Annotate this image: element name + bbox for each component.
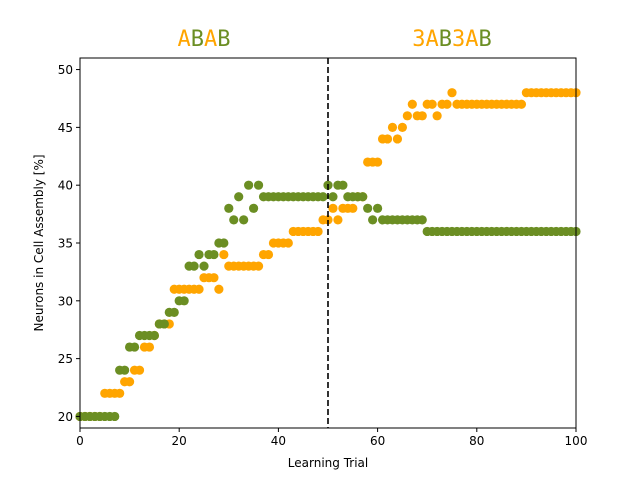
- data-point-series-1: [323, 215, 333, 225]
- data-point-series-1: [253, 261, 264, 271]
- data-point-series-1: [134, 365, 145, 375]
- data-point-series-1: [115, 388, 125, 398]
- sequence-title-part: B: [439, 27, 452, 52]
- data-point-series-1: [219, 249, 229, 260]
- data-point-series-1: [402, 111, 412, 121]
- data-point-series-1: [397, 122, 407, 132]
- data-point-series-2: [417, 215, 427, 225]
- sequence-title-part: 3A: [412, 27, 439, 52]
- y-axis: 20 25 30 35 40 45 50: [58, 63, 80, 424]
- data-point-series-2: [219, 238, 229, 248]
- data-point-series-1: [209, 273, 219, 283]
- data-point-series-1: [263, 249, 274, 260]
- data-point-series-2: [249, 203, 259, 213]
- data-point-series-1: [373, 157, 383, 167]
- data-point-series-2: [239, 215, 249, 225]
- y-tick-label: 25: [58, 352, 73, 366]
- data-point-series-2: [244, 180, 254, 190]
- y-tick-label: 45: [58, 121, 73, 135]
- data-point-series-1: [387, 122, 398, 132]
- data-point-series-1: [417, 111, 427, 121]
- data-point-series-2: [368, 215, 378, 225]
- sequence-title-part: A: [204, 27, 217, 52]
- data-point-series-2: [358, 192, 368, 202]
- data-point-series-1: [407, 99, 417, 109]
- x-axis: 0 20 40 60 80 100: [76, 428, 587, 448]
- data-point-series-1: [125, 377, 135, 387]
- y-tick-label: 35: [58, 237, 73, 251]
- data-point-series-1: [214, 284, 224, 294]
- data-point-series-2: [224, 203, 234, 213]
- data-point-series-2: [199, 261, 209, 271]
- data-point-series-1: [283, 238, 293, 248]
- data-point-series-2: [129, 342, 140, 352]
- data-point-series-2: [363, 203, 373, 213]
- sequence-title-part: 3A: [452, 27, 479, 52]
- data-point-series-1: [333, 215, 343, 225]
- y-tick-label: 20: [58, 410, 73, 424]
- data-point-series-2: [338, 180, 348, 190]
- y-tick-label: 30: [58, 294, 73, 308]
- data-point-series-1: [328, 203, 338, 213]
- y-tick-label: 50: [58, 63, 73, 77]
- data-point-series-2: [110, 411, 120, 422]
- data-point-series-1: [427, 99, 437, 109]
- x-tick-label: 100: [565, 434, 588, 448]
- data-point-series-1: [447, 88, 457, 98]
- data-point-series-2: [253, 180, 264, 190]
- data-point-series-2: [189, 261, 199, 271]
- data-point-series-2: [159, 319, 169, 329]
- data-point-series-2: [169, 307, 179, 317]
- sequence-title-part: B: [191, 27, 204, 52]
- x-tick-label: 0: [76, 434, 84, 448]
- data-point-series-2: [229, 215, 239, 225]
- data-point-series-1: [432, 111, 442, 121]
- data-point-series-2: [318, 192, 328, 202]
- x-tick-label: 20: [172, 434, 187, 448]
- data-point-series-1: [194, 284, 204, 294]
- x-axis-label: Learning Trial: [288, 456, 368, 470]
- sequence-title-part: B: [217, 27, 230, 52]
- sequence-title-2: 3AB3AB: [412, 27, 492, 52]
- data-point-series-2: [149, 330, 159, 341]
- data-point-series-2: [194, 249, 204, 260]
- y-axis-label: Neurons in Cell Assembly [%]: [32, 154, 46, 331]
- y-tick-label: 40: [58, 179, 73, 193]
- data-point-series-1: [392, 134, 403, 144]
- data-point-series-2: [120, 365, 130, 375]
- data-point-series-1: [382, 134, 393, 144]
- data-point-series-2: [234, 192, 244, 202]
- data-point-series-1: [144, 342, 155, 352]
- x-tick-label: 60: [370, 434, 385, 448]
- sequence-title-part: A: [178, 27, 191, 52]
- sequence-titles: ABAB 3AB3AB: [178, 27, 492, 52]
- data-point-series-2: [373, 203, 383, 213]
- data-point-series-2: [328, 192, 338, 202]
- data-point-series-1: [348, 203, 358, 213]
- x-tick-label: 80: [469, 434, 484, 448]
- data-point-series-1: [313, 226, 323, 237]
- sequence-title-part: B: [479, 27, 492, 52]
- data-point-series-1: [442, 99, 452, 109]
- data-point-series-2: [179, 296, 189, 306]
- data-point-series-1: [516, 99, 527, 109]
- x-tick-label: 40: [271, 434, 286, 448]
- sequence-title-1: ABAB: [178, 27, 231, 52]
- data-point-series-2: [209, 249, 219, 260]
- data-points: [75, 88, 581, 422]
